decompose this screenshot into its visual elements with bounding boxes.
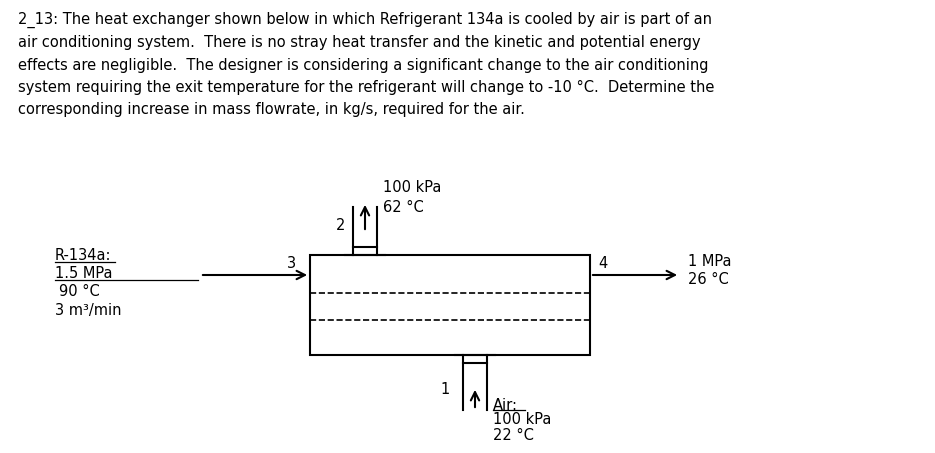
Text: 26 °C: 26 °C <box>688 273 728 288</box>
Text: 1.5 MPa: 1.5 MPa <box>55 265 112 280</box>
Text: 90 °C: 90 °C <box>59 284 100 299</box>
Text: 2_13: The heat exchanger shown below in which Refrigerant 134a is cooled by air : 2_13: The heat exchanger shown below in … <box>18 12 714 117</box>
Text: 1 MPa: 1 MPa <box>688 255 731 270</box>
Text: Air:: Air: <box>493 397 518 413</box>
Text: R-134a:: R-134a: <box>55 247 111 262</box>
Text: 100 kPa: 100 kPa <box>383 180 441 196</box>
Text: 4: 4 <box>598 255 607 270</box>
Text: 62 °C: 62 °C <box>383 201 424 216</box>
Text: 22 °C: 22 °C <box>493 429 534 443</box>
Text: 100 kPa: 100 kPa <box>493 413 552 428</box>
Bar <box>310 255 590 355</box>
Text: 3 m³/min: 3 m³/min <box>55 304 122 318</box>
Text: 1: 1 <box>440 382 450 397</box>
Text: 3: 3 <box>287 255 296 270</box>
Text: 2: 2 <box>336 217 345 232</box>
